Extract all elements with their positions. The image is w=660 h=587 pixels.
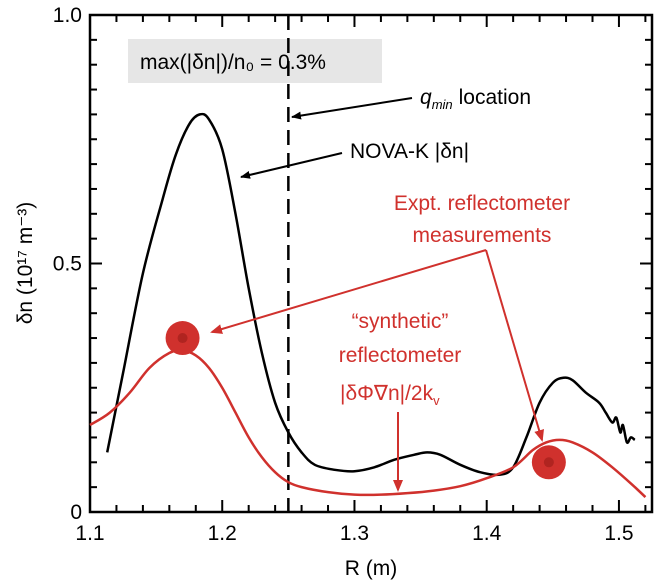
measurement-point-center bbox=[543, 457, 554, 468]
measurement-point-center bbox=[177, 333, 188, 344]
expt-arrow-right bbox=[485, 249, 544, 442]
y-tick-label: 0 bbox=[70, 501, 82, 524]
expt-arrow-left bbox=[210, 249, 487, 334]
qmin-arrow bbox=[291, 97, 413, 120]
x-tick-label: 1.5 bbox=[604, 522, 633, 545]
axis-tick-labels: 1.1 1.2 1.3 1.4 1.5 0 0.5 1.0 bbox=[53, 4, 634, 545]
synthetic-label-line1: “synthetic” bbox=[352, 310, 449, 333]
annotation-box-text: max(|δn|)/n₀ = 0.3% bbox=[140, 51, 326, 74]
x-tick-label: 1.4 bbox=[472, 522, 502, 545]
nova-k-arrow bbox=[240, 152, 343, 179]
annotation-box bbox=[128, 39, 382, 83]
expt-label-line2: measurements bbox=[413, 224, 552, 247]
nova-k-label: NOVA-K |δn| bbox=[350, 140, 469, 163]
synthetic-label-line2: reflectometer bbox=[339, 344, 462, 367]
measurement-markers bbox=[165, 321, 566, 480]
qmin-label: qmin location bbox=[420, 86, 531, 112]
x-axis-label: R (m) bbox=[345, 557, 397, 580]
synthetic-reflectometer-curve bbox=[89, 349, 647, 499]
y-tick-label: 0.5 bbox=[53, 253, 82, 276]
synthetic-label-line3: |δΦ∇n|/2kv bbox=[340, 382, 440, 408]
axis-ticks bbox=[89, 14, 652, 513]
x-tick-label: 1.2 bbox=[208, 522, 237, 545]
nova-k-curve bbox=[105, 112, 636, 477]
y-tick-label: 1.0 bbox=[53, 4, 82, 27]
x-tick-label: 1.3 bbox=[340, 522, 369, 545]
plot-frame bbox=[88, 13, 654, 514]
y-axis-label: δn (10¹⁷ m⁻³) bbox=[14, 202, 37, 325]
x-tick-label: 1.1 bbox=[75, 522, 104, 545]
expt-label-line1: Expt. reflectometer bbox=[394, 192, 570, 215]
